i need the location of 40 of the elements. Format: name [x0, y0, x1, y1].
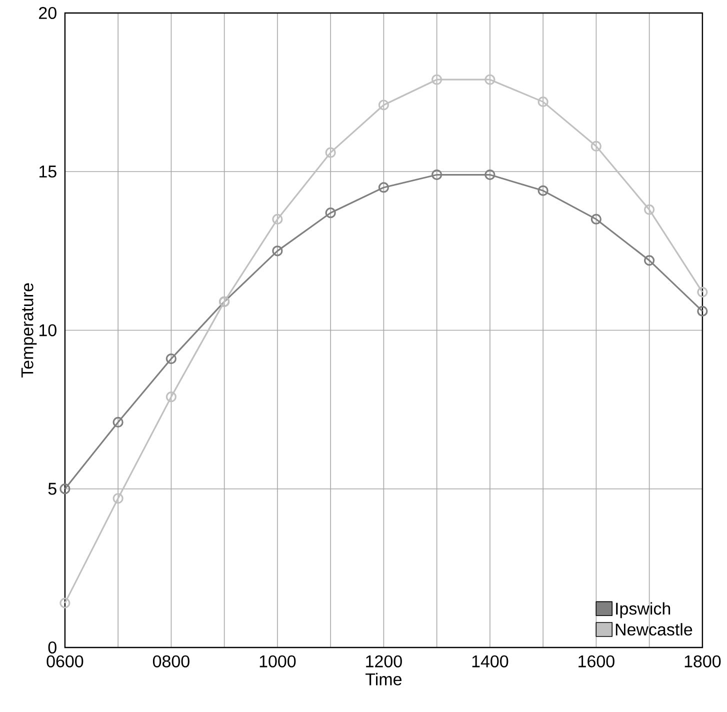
point: [272, 245, 283, 256]
point: [378, 182, 389, 193]
x-tick-label: 1400: [472, 655, 508, 668]
legend-label: Ipswich: [616, 602, 670, 618]
legend-label: Newcastle: [616, 622, 692, 636]
y-tick-label: 15: [40, 165, 56, 178]
point: [484, 74, 496, 85]
x-tick-label: 1600: [578, 655, 614, 668]
point: [484, 169, 496, 180]
point: [60, 483, 70, 494]
point: [697, 286, 708, 298]
point: [538, 185, 548, 196]
point: [166, 353, 176, 364]
point: [590, 140, 602, 152]
point: [272, 214, 283, 224]
x-tick-label: 1800: [684, 655, 721, 668]
point: [112, 416, 124, 428]
point: [378, 99, 389, 110]
point: [432, 169, 442, 180]
x-tick-label: 1000: [260, 655, 296, 668]
x-axis-title: Time: [366, 672, 402, 686]
point: [432, 74, 442, 85]
point: [538, 96, 548, 107]
x-tick-label: 0800: [152, 655, 190, 668]
x-tick-label: 1200: [366, 655, 402, 668]
point: [112, 492, 124, 504]
point: [590, 214, 602, 224]
y-tick-label: 10: [40, 324, 56, 336]
x-tick-label: 0600: [46, 655, 84, 668]
point: [644, 254, 655, 266]
point: [60, 598, 70, 608]
point: [166, 391, 176, 402]
point: [325, 207, 336, 218]
y-tick-label: 0: [48, 641, 56, 654]
point: [325, 147, 336, 158]
y-axis-title: Temperature: [21, 283, 37, 378]
point: [644, 204, 655, 215]
y-tick-label: 5: [48, 482, 56, 495]
point: [697, 306, 708, 316]
y-tick-label: 20: [39, 6, 56, 19]
